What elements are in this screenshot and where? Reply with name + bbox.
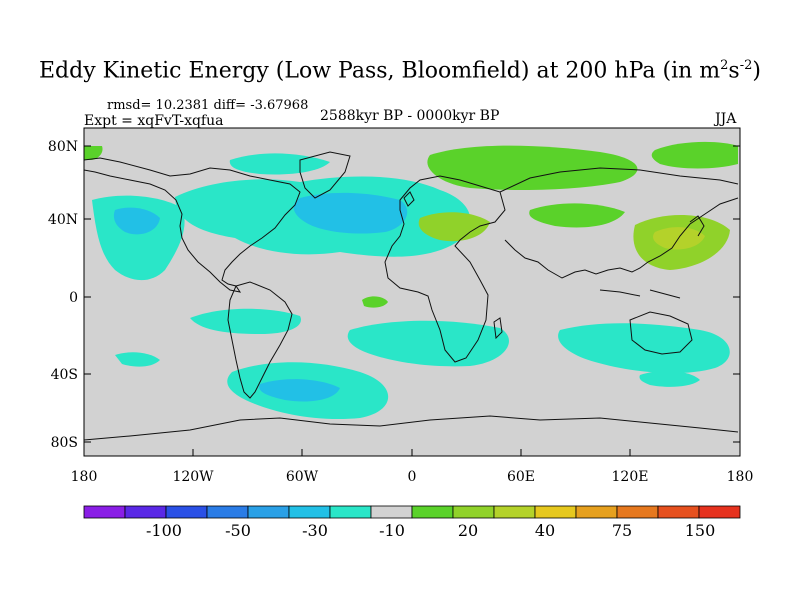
lon-label: 120E <box>612 469 649 485</box>
map-area: 80N 40N 0 40S 80S 180 120W 60W 0 60E 120… <box>48 127 754 485</box>
field-region-central-asia <box>529 203 625 228</box>
field-contours <box>84 141 738 420</box>
title-sup-1: 2 <box>720 58 729 73</box>
coastlines <box>84 151 739 441</box>
lon-label: 0 <box>408 469 417 485</box>
colorbar-box <box>165 505 208 519</box>
stats-line: rmsd= 10.2381 diff= -3.67968 <box>107 98 309 113</box>
colorbar-boxes <box>83 505 741 519</box>
colorbar-box <box>452 505 495 519</box>
coastline-indonesia <box>599 289 681 299</box>
field-region-s-indian <box>558 323 730 374</box>
colorbar-box <box>657 505 700 519</box>
colorbar-box <box>247 505 290 519</box>
field-region-s-atlantic <box>347 320 509 367</box>
coastline-asia <box>499 167 739 279</box>
chart-title: Eddy Kinetic Energy (Low Pass, Bloomfiel… <box>0 58 800 83</box>
coastline-uk <box>403 191 415 207</box>
lon-label: 60W <box>286 469 319 485</box>
colorbar-label: -10 <box>379 521 405 540</box>
colorbar-box <box>124 505 167 519</box>
coastline-north-america <box>84 157 301 293</box>
colorbar-label: -100 <box>146 521 182 540</box>
colorbar-label: 75 <box>612 521 632 540</box>
field-region-siberia <box>427 145 638 190</box>
field-region-alaska <box>84 146 103 160</box>
field-region-mediterranean <box>418 212 490 242</box>
colorbar: -100 -50 -30 -10 20 40 75 150 <box>83 505 741 540</box>
title-sup-2: -2 <box>739 58 753 73</box>
field-region-n-atlantic-core <box>293 192 408 234</box>
colorbar-box <box>329 505 372 519</box>
field-region-small-sw <box>639 370 700 387</box>
colorbar-label: -50 <box>225 521 251 540</box>
colorbar-label: 40 <box>535 521 555 540</box>
colorbar-box <box>493 505 536 519</box>
lat-label: 80S <box>51 435 78 451</box>
lon-label: 180 <box>727 469 754 485</box>
lon-label: 120W <box>172 469 214 485</box>
lat-label: 80N <box>48 139 78 155</box>
colorbar-box <box>83 505 126 519</box>
lon-label: 60E <box>507 469 535 485</box>
colorbar-box <box>534 505 577 519</box>
lat-label: 40N <box>48 212 78 228</box>
title-text: Eddy Kinetic Energy (Low Pass, Bloomfiel… <box>39 58 721 84</box>
coastline-south-america <box>227 281 293 399</box>
lat-label: 40S <box>51 367 78 383</box>
colorbar-label: 150 <box>685 521 716 540</box>
coastline-europe-africa <box>384 175 506 363</box>
lon-label: 180 <box>71 469 98 485</box>
colorbar-box <box>575 505 618 519</box>
coastline-madagascar <box>493 317 503 340</box>
colorbar-label: -30 <box>302 521 328 540</box>
lon-tick-labels: 180 120W 60W 0 60E 120E 180 <box>71 469 754 485</box>
field-region-s-pacific-1 <box>190 308 301 334</box>
field-region-e-pacific-s <box>115 352 160 367</box>
coastline-antarctica <box>84 415 739 441</box>
tick-marks <box>83 145 741 456</box>
colorbar-box <box>370 505 413 519</box>
period-label: 2588kyr BP - 0000kyr BP <box>320 108 500 124</box>
field-region-pacific-n-core <box>113 207 160 235</box>
title-end: ) <box>752 58 761 84</box>
coastline-japan <box>689 215 705 237</box>
coastline-greenland <box>299 151 351 199</box>
colorbar-box <box>411 505 454 519</box>
lat-tick-labels: 80N 40N 0 40S 80S <box>48 139 78 451</box>
coastline-australia <box>629 311 693 355</box>
map-background <box>84 128 740 456</box>
season-label: JJA <box>715 111 737 127</box>
lat-label: 0 <box>69 290 78 306</box>
colorbar-box <box>698 505 741 519</box>
colorbar-label: 20 <box>458 521 478 540</box>
field-region-equatorial <box>362 296 388 308</box>
colorbar-labels: -100 -50 -30 -10 20 40 75 150 <box>146 521 715 540</box>
field-region-far-north <box>651 141 738 169</box>
colorbar-box <box>288 505 331 519</box>
title-mid: s <box>728 58 740 84</box>
field-region-s-ocean-core <box>259 379 340 402</box>
colorbar-box <box>616 505 659 519</box>
experiment-label: Expt = xqFvT-xqfua <box>84 113 224 129</box>
colorbar-box <box>206 505 249 519</box>
